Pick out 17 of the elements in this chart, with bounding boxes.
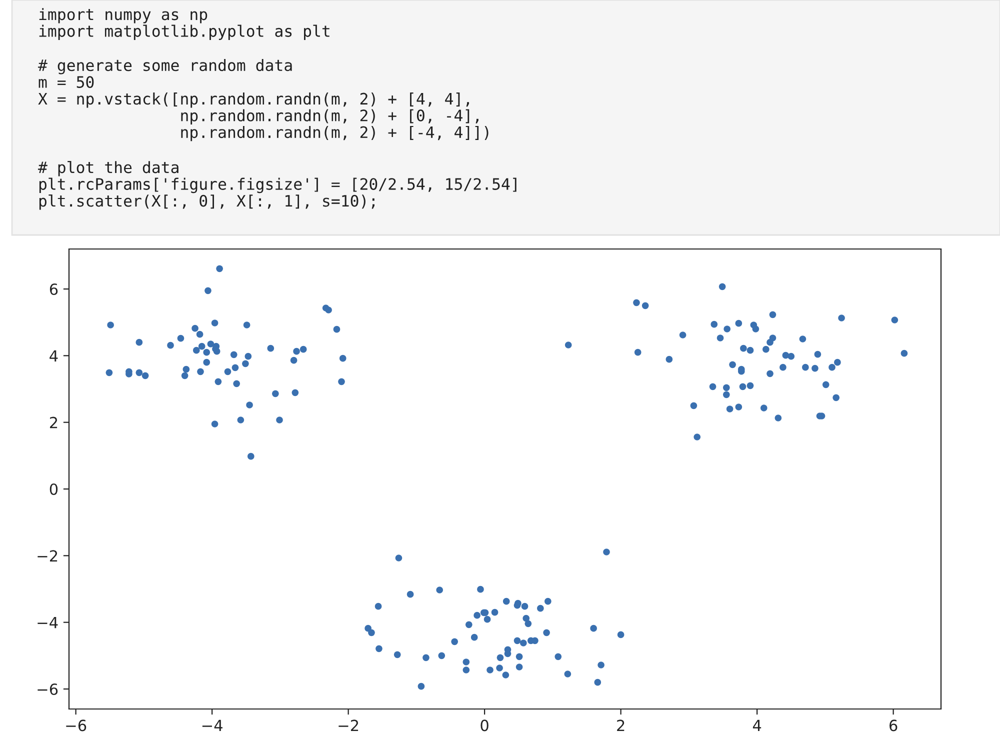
- x-tick-label: 4: [752, 720, 762, 732]
- x-tick-label: 2: [617, 720, 624, 732]
- x-tick-label: −6: [66, 720, 86, 732]
- y-tick-label: 0: [50, 483, 58, 496]
- x-tick-label: −4: [202, 720, 222, 732]
- y-tick-label: 4: [50, 350, 58, 362]
- x-tick-label: 6: [890, 720, 898, 732]
- y-tick-label: −6: [38, 683, 58, 696]
- y-tick-label: 2: [50, 416, 58, 428]
- x-tick-label: −2: [338, 720, 358, 732]
- x-tick-label: 0: [480, 720, 488, 732]
- text: # plot the data plt.rcParams['figure.figsize'] = [20/2.54, 15/2.54] plt.scatter(X[:, 0], X[:, 1], s=10);: [38, 161, 516, 210]
- y-tick-label: 6: [50, 283, 58, 296]
- text: import numpy as np import matplotlib.pyplot as plt: [39, 8, 330, 40]
- y-tick-label: −2: [38, 550, 58, 562]
- text: # generate some random data m = 50 X = np.vstack([np.random.randn(m, 2) + [4, 4], np.random.randn(m, 2) + [0, -4], np.random.randn(m, 2) + [-4, 4]]): [38, 59, 488, 142]
- y-tick-label: −4: [38, 617, 58, 628]
